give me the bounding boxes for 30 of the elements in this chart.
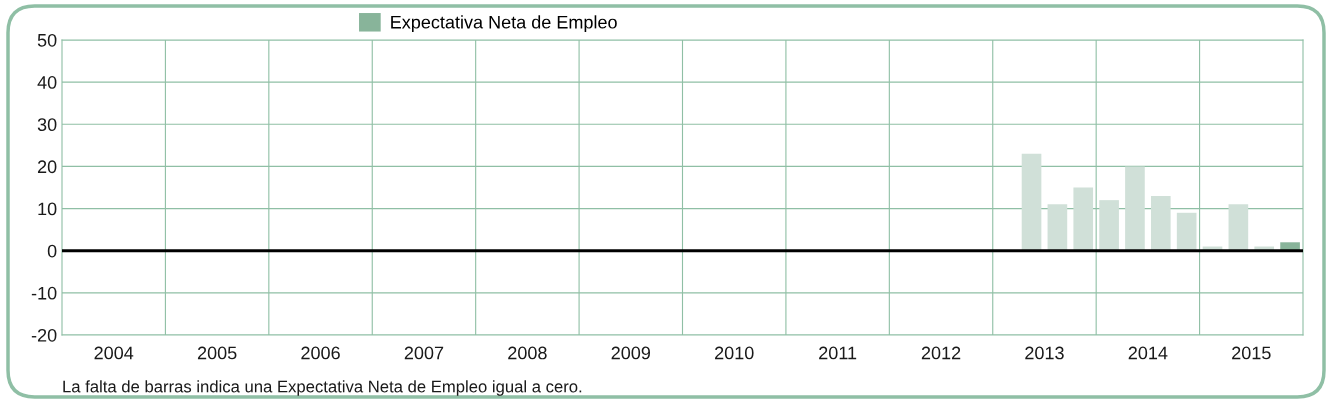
x-tick-label: 2009 [611, 346, 651, 360]
y-tick-label: 50 [37, 33, 57, 47]
y-tick-label: 30 [37, 118, 57, 132]
bar [1228, 204, 1249, 251]
x-tick-label: 2005 [197, 346, 237, 360]
y-tick-label: 10 [38, 202, 57, 216]
bar [1047, 204, 1068, 251]
x-tick-label: 2014 [1128, 346, 1168, 360]
x-tick-label: 2010 [715, 346, 754, 360]
x-tick-label: 2015 [1232, 346, 1271, 360]
x-tick-label: 2011 [819, 346, 857, 360]
x-tick-label: 2012 [921, 346, 961, 360]
text: La falta de barras indica una Expectativa Neta de Empleo igual a cero. [63, 380, 582, 396]
x-tick-label: 2007 [404, 346, 444, 360]
legend-label: Expectativa Neta de Empleo [391, 15, 617, 33]
x-tick-label: 2004 [94, 346, 134, 360]
y-tick-label: 0 [47, 244, 57, 258]
bar [1073, 187, 1094, 251]
y-tick-label: -20 [31, 328, 57, 342]
bar [1099, 200, 1119, 251]
bar [1150, 195, 1171, 251]
bar [1125, 166, 1145, 251]
y-tick-label: 20 [37, 160, 57, 174]
y-tick-label: 40 [37, 76, 57, 89]
x-tick-label: 2006 [301, 346, 340, 360]
y-tick-label: -10 [31, 286, 57, 300]
x-tick-label: 2008 [508, 346, 547, 360]
bar [1176, 212, 1197, 251]
x-tick-label: 2013 [1025, 346, 1064, 360]
bar [1021, 153, 1042, 251]
